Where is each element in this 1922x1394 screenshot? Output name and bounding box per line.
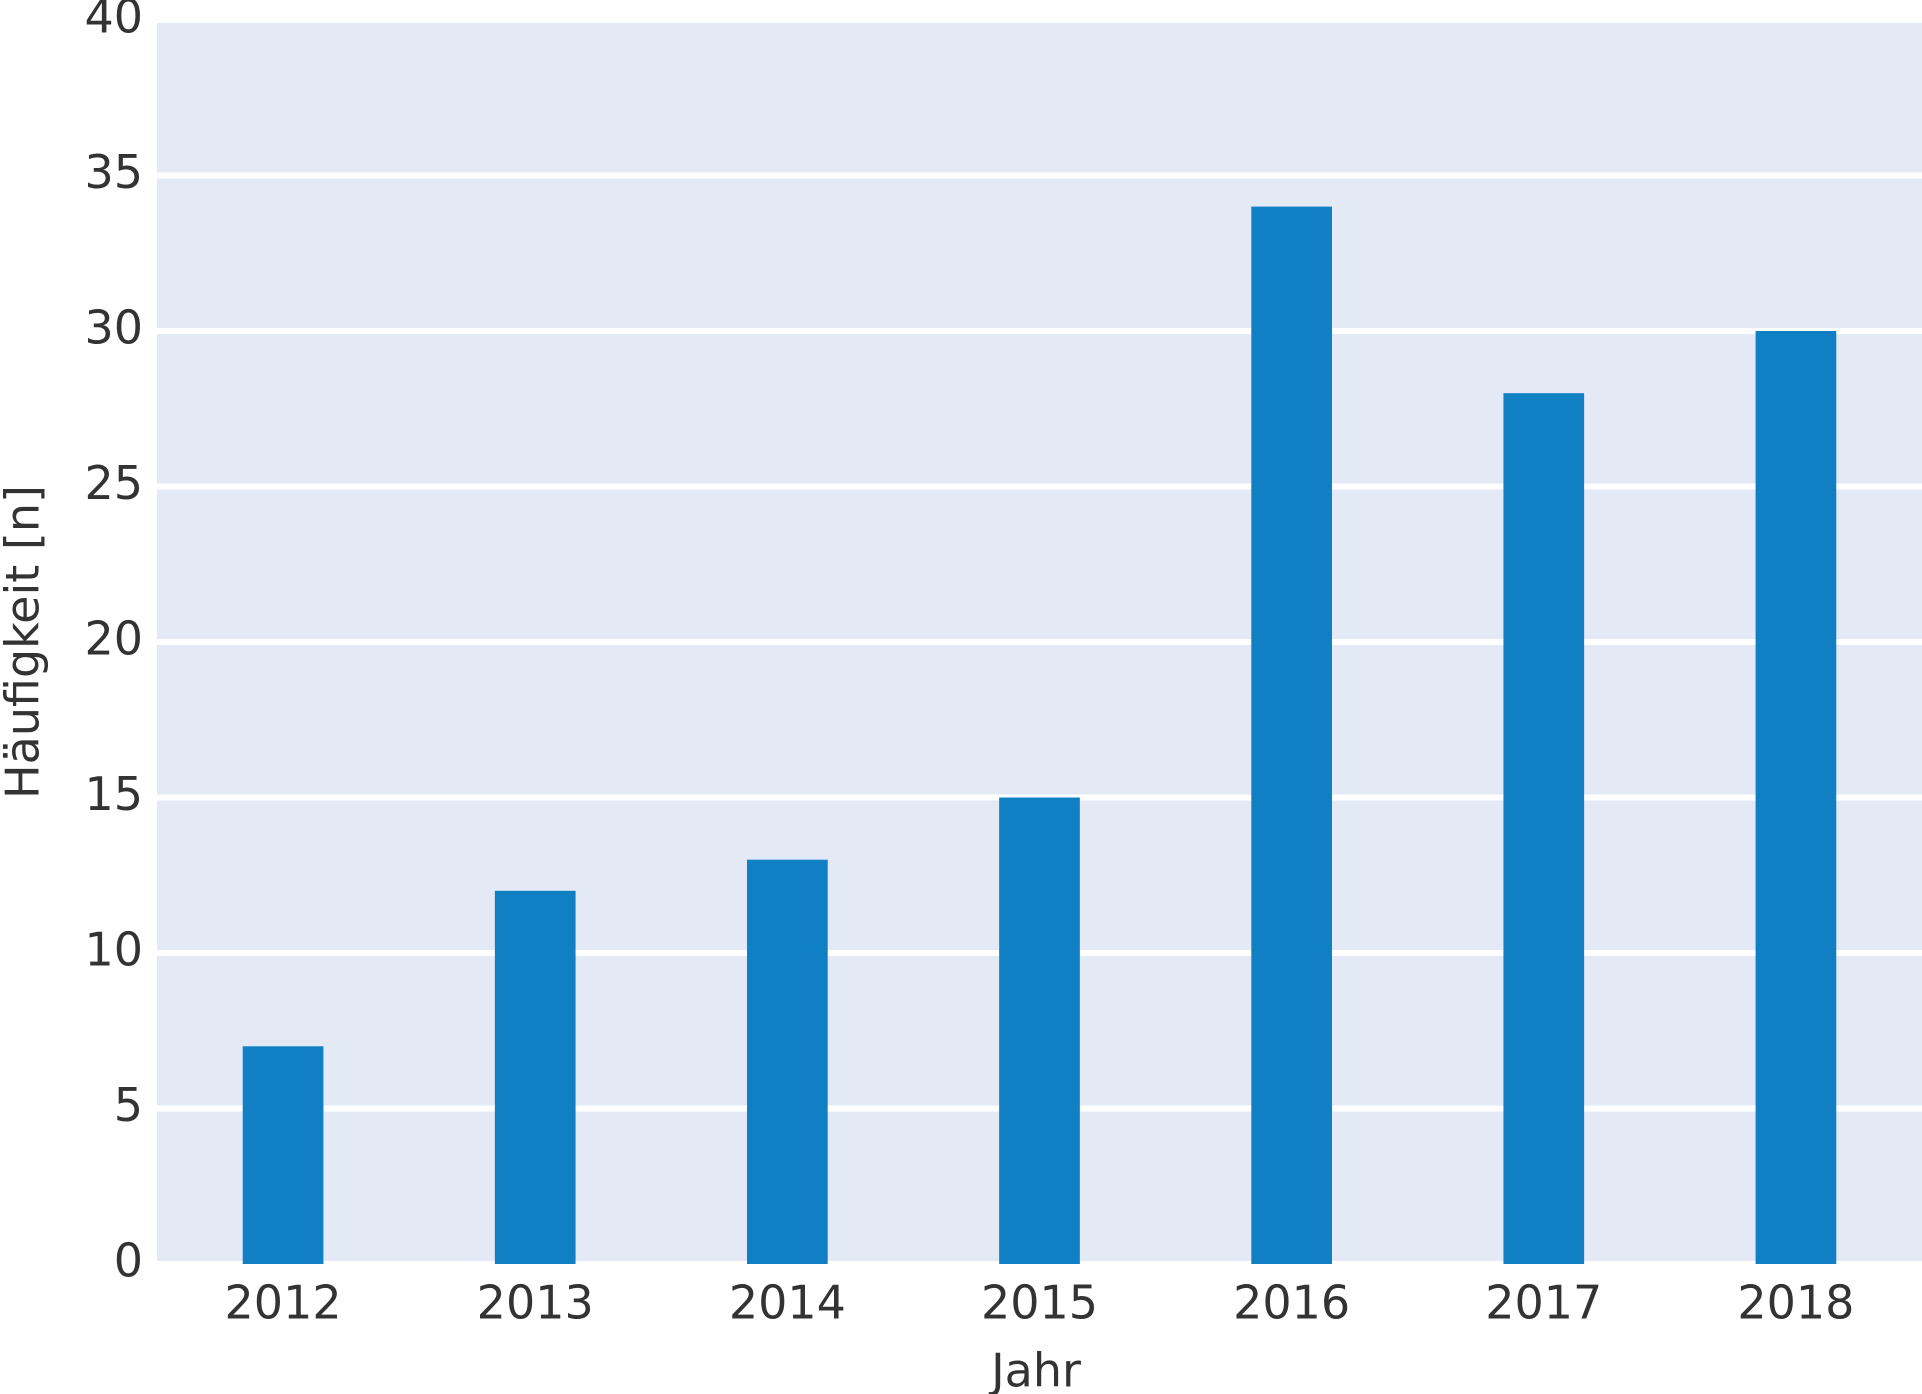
bar [242, 1046, 324, 1264]
bar [1503, 393, 1585, 1264]
y-axis-label: Häufigkeit [n] [0, 485, 50, 799]
y-tick-label: 5 [114, 1078, 143, 1132]
y-tick-label: 35 [84, 145, 143, 199]
x-tick-label: 2017 [1485, 1276, 1602, 1330]
x-tick-label: 2018 [1737, 1276, 1854, 1330]
bar [999, 797, 1080, 1264]
x-tick-label: 2015 [981, 1276, 1098, 1330]
bar [494, 890, 576, 1264]
y-tick-label: 0 [114, 1234, 143, 1288]
x-tick-label: 2013 [477, 1276, 594, 1330]
y-tick-label: 40 [84, 0, 143, 44]
y-tick-label: 15 [84, 767, 143, 821]
bar [1251, 206, 1332, 1265]
bar [747, 859, 828, 1264]
y-tick-label: 30 [84, 301, 143, 355]
x-axis-label: Jahr [988, 1344, 1081, 1394]
x-tick-label: 2016 [1233, 1276, 1350, 1330]
y-tick-label: 20 [84, 612, 143, 666]
x-tick-label: 2012 [225, 1276, 342, 1330]
bar [1755, 331, 1837, 1264]
y-tick-label: 25 [84, 456, 143, 510]
x-tick-label: 2014 [729, 1276, 846, 1330]
y-tick-label: 10 [84, 923, 143, 977]
